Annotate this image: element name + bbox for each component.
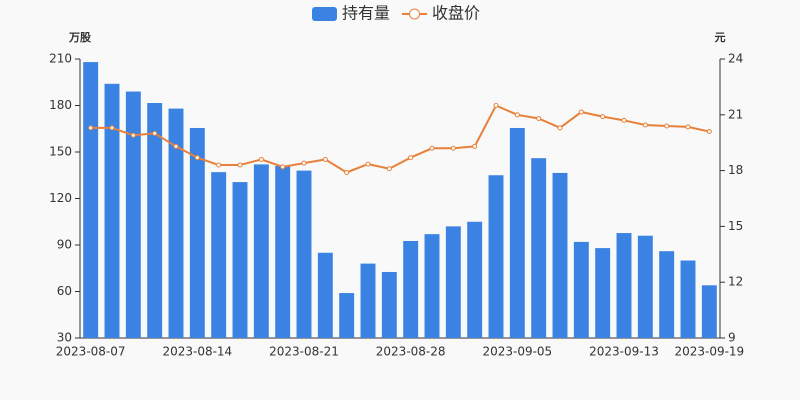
line-point: [493, 103, 499, 108]
bar: [360, 263, 376, 338]
legend-swatch: [312, 7, 337, 21]
legend-label: 收盘价: [432, 4, 480, 23]
bar: [467, 221, 483, 338]
x-tick-label: 2023-09-13: [589, 345, 659, 359]
line-point: [344, 169, 350, 175]
bar: [317, 252, 333, 338]
bar: [296, 170, 312, 338]
line-point: [216, 162, 222, 168]
x-tick-label: 2023-08-07: [56, 345, 126, 359]
line-point: [130, 132, 136, 138]
bar: [381, 271, 397, 338]
line-point: [450, 145, 456, 151]
y2-tick-label: 9: [728, 331, 736, 345]
legend-label: 持有量: [342, 4, 390, 23]
bar: [424, 234, 440, 338]
line-point: [280, 164, 286, 170]
bar: [189, 127, 205, 338]
x-tick-label: 2023-08-14: [162, 345, 232, 359]
x-tick-label: 2023-09-05: [482, 345, 552, 359]
y2-axis-title: 元: [715, 31, 726, 44]
bar: [339, 293, 355, 338]
y-tick-label: 210: [49, 52, 72, 66]
line-point: [472, 143, 478, 149]
y2-tick-label: 21: [728, 107, 743, 121]
line-point: [365, 161, 371, 167]
bar: [488, 175, 504, 338]
bar: [531, 158, 547, 338]
line-point: [621, 117, 627, 123]
bar: [275, 165, 291, 338]
line-point: [536, 116, 542, 122]
bar: [595, 248, 611, 338]
bar: [573, 241, 589, 338]
y-axis-title: 万股: [68, 31, 92, 44]
line-point: [514, 112, 520, 118]
bar: [147, 103, 163, 339]
line-point: [429, 145, 435, 151]
line-point: [664, 123, 670, 129]
line-point: [642, 122, 648, 128]
bar: [659, 251, 675, 338]
bar: [232, 182, 248, 338]
line-point: [322, 156, 328, 162]
y-tick-label: 60: [57, 284, 72, 298]
line-point: [557, 125, 563, 131]
line-point: [578, 109, 584, 115]
y2-tick-label: 18: [728, 163, 743, 177]
line-point: [258, 156, 264, 162]
bar: [125, 91, 141, 338]
bar: [168, 108, 184, 338]
line: [90, 104, 710, 174]
bar: [680, 260, 696, 338]
line-point: [173, 143, 179, 149]
line-point: [408, 155, 414, 161]
bar: [701, 285, 717, 338]
bar: [637, 235, 653, 338]
bar: [445, 226, 461, 338]
bar: [552, 172, 568, 338]
line-point: [301, 160, 307, 166]
y2-tick-label: 15: [728, 219, 743, 233]
y-tick-label: 150: [49, 145, 72, 159]
line-point: [194, 155, 200, 161]
x-tick-label: 2023-08-28: [376, 345, 446, 359]
y-tick-label: 180: [49, 98, 72, 112]
line-point: [600, 114, 606, 120]
bar: [104, 83, 120, 338]
bar: [403, 240, 419, 338]
line-point: [88, 125, 94, 131]
bar: [616, 233, 632, 338]
legend-swatch-point: [409, 8, 421, 20]
x-tick-label: 2023-08-21: [269, 345, 339, 359]
y2-tick-label: 24: [728, 52, 743, 66]
y2-tick-label: 12: [728, 275, 743, 289]
line-point: [109, 125, 115, 131]
bar: [253, 164, 269, 338]
y-tick-label: 90: [57, 238, 72, 252]
y-tick-label: 30: [57, 331, 72, 345]
line-point: [152, 130, 158, 136]
line-point: [237, 162, 243, 168]
bar: [509, 127, 525, 338]
line-point: [386, 166, 392, 172]
y-tick-label: 120: [49, 191, 72, 205]
line-point: [706, 129, 712, 135]
line-point: [685, 124, 691, 130]
x-tick-label: 2023-09-19: [674, 345, 744, 359]
bar: [211, 172, 227, 338]
bar: [83, 62, 99, 338]
